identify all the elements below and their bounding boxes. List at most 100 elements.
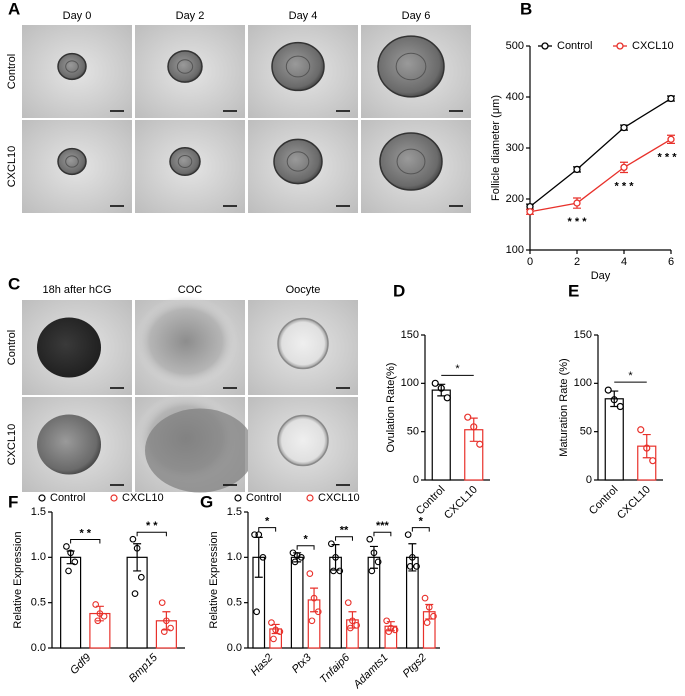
legend-label: Control xyxy=(246,492,281,504)
series-line xyxy=(529,138,672,213)
y-axis-label: Relative Expression xyxy=(12,531,24,628)
significance: * xyxy=(303,534,308,546)
data-point xyxy=(293,552,301,559)
data-point xyxy=(67,549,74,557)
y-tick-label: 1.0 xyxy=(227,551,242,563)
error-bar xyxy=(331,544,340,571)
x-tick-label: 0 xyxy=(527,256,533,268)
data-point xyxy=(270,635,277,643)
marker xyxy=(667,135,675,143)
significance: * xyxy=(265,516,270,528)
data-point xyxy=(616,402,624,411)
data-point xyxy=(385,628,393,636)
y-axis-label: Relative Expression xyxy=(208,531,220,628)
y-tick-label: 0.5 xyxy=(227,597,242,609)
data-point xyxy=(308,617,316,625)
panel-label: C xyxy=(8,274,20,293)
data-point xyxy=(276,628,284,636)
y-tick-label: 500 xyxy=(506,40,524,52)
x-tick-label: CXCL10 xyxy=(442,484,480,522)
follicle-core xyxy=(65,60,79,73)
bar xyxy=(290,556,304,649)
data-point xyxy=(423,619,431,626)
follicle xyxy=(379,132,443,191)
data-point xyxy=(71,558,79,566)
error-bar xyxy=(133,543,142,572)
bar xyxy=(604,398,624,481)
data-point xyxy=(383,617,390,625)
data-point xyxy=(387,624,395,632)
data-point xyxy=(251,531,258,539)
y-tick-label: 300 xyxy=(506,142,524,154)
significance: ** xyxy=(340,525,349,537)
x-tick-label: 2 xyxy=(574,256,580,268)
marker xyxy=(573,199,581,207)
panel-label: F xyxy=(8,492,18,511)
y-axis-label: Maturation Rate (%) xyxy=(558,358,570,456)
row-header: CXCL10 xyxy=(6,146,18,188)
legend-label: CXCL10 xyxy=(122,492,164,504)
follicle xyxy=(37,414,101,475)
legend-marker xyxy=(234,494,242,502)
data-point xyxy=(306,570,314,578)
y-tick-label: 100 xyxy=(506,244,524,256)
data-point xyxy=(637,426,645,434)
marker xyxy=(526,208,534,216)
significance-bracket xyxy=(373,531,392,537)
data-point xyxy=(253,608,261,616)
y-tick-label: 0 xyxy=(413,474,419,486)
data-point xyxy=(94,617,102,625)
data-point xyxy=(92,601,100,608)
follicle-core xyxy=(396,148,426,175)
y-tick-label: 150 xyxy=(574,329,592,341)
series-line xyxy=(529,97,672,208)
data-point xyxy=(409,553,416,561)
significance: * * * xyxy=(615,180,635,192)
legend-marker xyxy=(38,494,46,502)
coc-mass xyxy=(145,408,255,493)
column-header: Day 0 xyxy=(63,10,92,22)
data-point xyxy=(133,544,141,552)
data-point xyxy=(430,612,437,620)
data-point xyxy=(353,621,360,629)
follicle-core xyxy=(65,155,79,168)
y-tick-label: 1.0 xyxy=(31,551,46,563)
column-header: Oocyte xyxy=(286,284,321,296)
legend-label: CXCL10 xyxy=(632,40,674,52)
data-point xyxy=(63,543,70,550)
y-tick-label: 1.5 xyxy=(227,506,242,518)
data-point xyxy=(314,608,322,616)
column-header: Day 2 xyxy=(176,10,205,22)
data-point xyxy=(131,590,139,597)
x-tick-label: 6 xyxy=(668,256,674,268)
significance-bracket xyxy=(411,527,430,532)
data-point xyxy=(158,599,166,607)
y-tick-label: 400 xyxy=(506,91,524,103)
follicle-core xyxy=(395,52,427,81)
significance-bracket xyxy=(296,545,315,550)
follicle-core xyxy=(177,155,193,168)
data-point xyxy=(310,594,318,602)
x-tick-label: 4 xyxy=(621,256,627,268)
data-point xyxy=(470,423,478,431)
error-bar xyxy=(310,587,319,613)
y-axis-label: Ovulation Rate(%) xyxy=(385,363,397,453)
follicle-core xyxy=(285,55,311,78)
data-point xyxy=(404,531,412,539)
y-tick-label: 1.5 xyxy=(31,506,46,518)
follicle xyxy=(57,147,87,176)
x-tick-label: Ptgs2 xyxy=(401,652,429,680)
marker xyxy=(573,165,581,174)
data-point xyxy=(328,540,335,548)
marker xyxy=(667,94,675,103)
bar xyxy=(431,389,451,481)
data-point xyxy=(291,558,299,566)
data-point xyxy=(366,535,374,543)
significance: * * * xyxy=(658,151,678,163)
panel-label: A xyxy=(8,0,20,18)
data-point xyxy=(163,617,170,625)
data-point xyxy=(137,573,145,581)
y-tick-label: 100 xyxy=(401,377,419,389)
data-point xyxy=(464,413,472,421)
follicle xyxy=(169,146,201,177)
